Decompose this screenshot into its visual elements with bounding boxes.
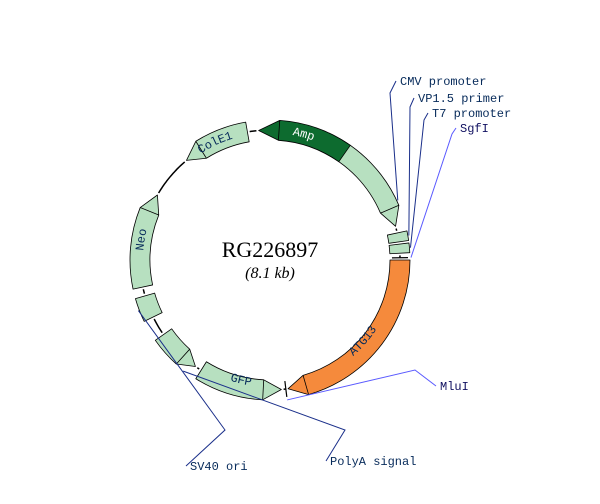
feature-label-vp15: VP1.5 primer xyxy=(418,92,504,106)
feature-label-sv40: SV40 ori xyxy=(190,460,248,474)
leader-sgfi xyxy=(411,128,456,258)
leader-cmv xyxy=(390,81,398,200)
feature-label-cmv: CMV promoter xyxy=(400,75,486,89)
feature-label-polya: PolyA signal xyxy=(330,455,416,469)
feature-label-sgfi: SgfI xyxy=(460,122,489,136)
plasmid-size: (8.1 kb) xyxy=(222,265,319,283)
feature-label-mlui: MluI xyxy=(440,380,469,394)
feature-t7 xyxy=(389,243,410,254)
plasmid-name: RG226897 xyxy=(222,237,319,263)
leader-sv40 xyxy=(138,311,225,466)
feature-label-t7: T7 promoter xyxy=(432,107,511,121)
leader-t7 xyxy=(410,113,428,248)
plasmid-title-block: RG226897 (8.1 kb) xyxy=(222,237,319,283)
feature-sv40 xyxy=(135,293,162,321)
feature-vp15 xyxy=(387,231,408,243)
leader-vp15 xyxy=(409,98,414,236)
